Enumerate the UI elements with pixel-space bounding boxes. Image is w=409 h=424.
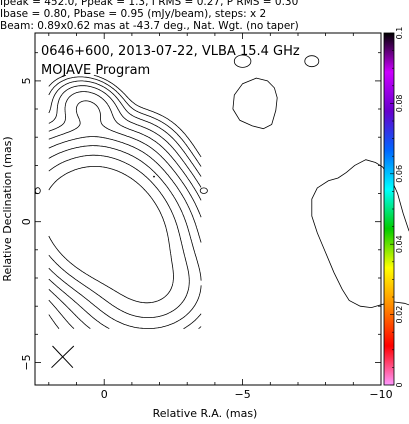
contour-level-6 (48, 100, 202, 329)
y-tick-label: 0 (20, 218, 33, 225)
y-tick-label: 5 (20, 77, 33, 84)
plot-frame (34, 32, 382, 386)
edge-island (34, 187, 41, 195)
header-beam-line: Beam: 0.89x0.62 mas at -43.7 deg., Nat. … (0, 20, 299, 32)
contour-level-3 (48, 80, 202, 177)
contour-level-1 (48, 74, 202, 158)
colorbar-tick-label: 0.02 (395, 306, 404, 324)
contour-level-2 (48, 76, 202, 167)
contour-level-4 (48, 85, 202, 329)
colorbar-tick-label: 0.04 (395, 235, 404, 253)
plot-subtitle: MOJAVE Program (41, 63, 150, 78)
noise-island-2 (233, 54, 252, 68)
noise-island-3 (304, 55, 320, 68)
colorbar-tick-label: 0.06 (395, 165, 404, 183)
polarization-contour-north (232, 77, 278, 130)
x-tick-label: −5 (234, 388, 250, 401)
y-tick-label: −5 (20, 354, 33, 370)
header-stats-line2: Ibase = 0.80, Pbase = 0.95 (mJy/beam), s… (0, 8, 267, 20)
colorbar-tick-label: 0.08 (395, 94, 404, 112)
x-axis-label: Relative R.A. (mas) (153, 407, 258, 420)
beam-minor-axis (51, 345, 75, 369)
noise-island-1 (199, 187, 208, 194)
contour-level-7 (48, 136, 202, 330)
x-tick-label: 0 (101, 388, 108, 401)
colorbar-tick-label: 0.1 (395, 27, 404, 40)
contour-level-5 (48, 91, 202, 329)
header-stats-line1: Ipeak = 452.0, Ppeak = 1.3, I RMS = 0.27… (0, 0, 299, 8)
polarization-contour-jet (311, 159, 409, 309)
y-axis-label: Relative Declination (mas) (1, 136, 14, 281)
polarization-contour-layer (34, 54, 409, 309)
colorbar-tick-label: 0 (395, 382, 404, 387)
noise-dot (153, 175, 155, 178)
contour-layer (48, 74, 202, 369)
contour-level-10 (48, 166, 174, 304)
contour-level-9 (48, 154, 190, 318)
axis-ticks: 0 −5 −10 5 0 −5 (20, 33, 393, 401)
colorbar: 0 0.02 0.04 0.06 0.08 0.1 (383, 27, 404, 388)
plot-title: 0646+600, 2013-07-22, VLBA 15.4 GHz (41, 44, 300, 59)
contour-level-8 (48, 145, 202, 329)
x-tick-label: −10 (369, 388, 392, 401)
